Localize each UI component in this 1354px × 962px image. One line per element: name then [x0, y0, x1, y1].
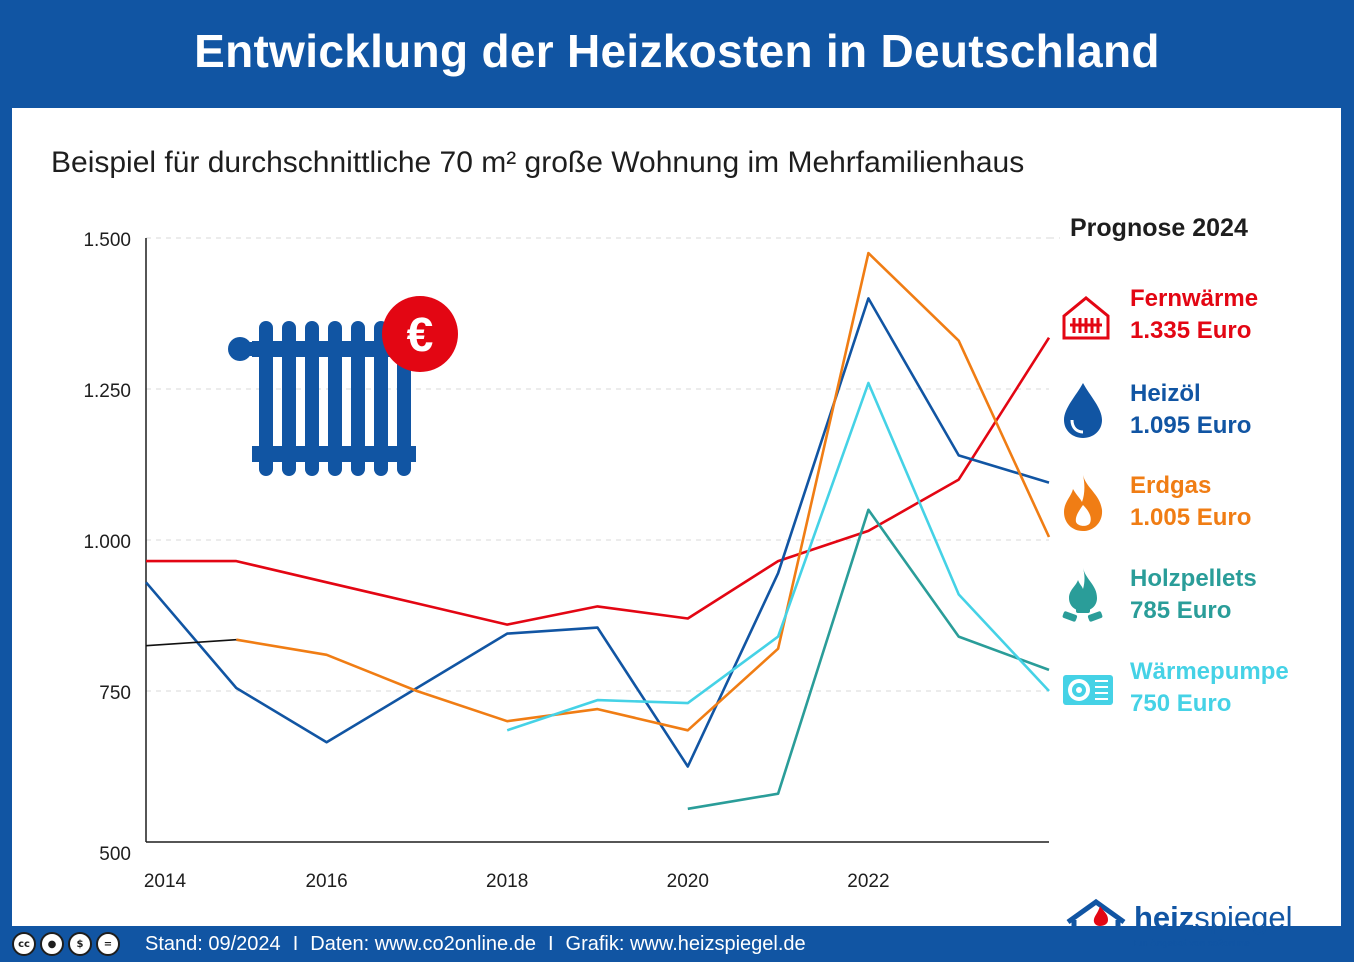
page-title: Entwicklung der Heizkosten in Deutschlan…	[194, 25, 1160, 77]
y-tick-label: 750	[99, 683, 131, 704]
legend-item-holzpellets: Holzpellets 785 Euro	[1130, 563, 1257, 627]
series-line-unlabeled	[145, 638, 237, 647]
license-icons[interactable]: cc ● $ =	[12, 932, 120, 956]
legend-item-erdgas: Erdgas 1.005 Euro	[1130, 470, 1251, 534]
x-tick-label: 2014	[144, 871, 187, 892]
footer-daten-link[interactable]: Daten: www.co2online.de	[310, 933, 536, 955]
brand-tagline: Ein Angebot von co2online	[1134, 938, 1250, 948]
tick-labels: 500 750 1.000 1.250 1.500 2014 2016 2018 2020 202…	[83, 230, 889, 892]
cc-icon: cc	[12, 932, 36, 956]
legend-item-value: 1.095 Euro	[1130, 412, 1252, 439]
axes	[145, 238, 1049, 843]
legend-item-waermepumpe: Wärmepumpe 750 Euro	[1130, 656, 1289, 720]
district-heating-icon	[1062, 296, 1110, 340]
heizspiegel-logo[interactable]: heizspiegel Ein Angebot von co2online	[1064, 896, 1314, 956]
legend-item-label: Wärmepumpe	[1130, 658, 1289, 685]
legend-item-label: Fernwärme	[1130, 285, 1259, 312]
chart-panel	[12, 108, 1341, 926]
oil-drop-icon	[1064, 383, 1102, 438]
x-tick-label: 2022	[847, 871, 889, 892]
euro-badge-icon: €	[382, 296, 458, 372]
euro-symbol: €	[407, 309, 434, 362]
nc-icon: $	[68, 932, 92, 956]
legend-item-heizoel: Heizöl 1.095 Euro	[1130, 378, 1251, 442]
footer-separator: I	[547, 933, 554, 955]
house-radiator-icon	[1066, 898, 1126, 953]
legend-item-value: 1.005 Euro	[1130, 504, 1252, 531]
legend-item-label: Holzpellets	[1130, 565, 1257, 592]
legend-item-fernwaerme: Fernwärme 1.335 Euro	[1130, 283, 1258, 347]
legend-item-value: 785 Euro	[1130, 597, 1232, 624]
footer-grafik-link[interactable]: Grafik: www.heizspiegel.de	[565, 933, 806, 955]
series-line-erdgas	[236, 251, 1051, 732]
x-tick-label: 2018	[486, 871, 528, 892]
footer-credits: Stand: 09/2024 I Daten: www.co2online.de I G…	[145, 933, 806, 956]
heat-pump-icon	[1063, 675, 1113, 705]
legend-item-label: Heizöl	[1130, 380, 1201, 407]
pellet-fire-icon	[1062, 568, 1103, 622]
chart-subtitle: Beispiel für durchschnittliche 70 m² gro…	[51, 146, 1025, 179]
footer-separator: I	[292, 933, 299, 955]
legend-item-label: Erdgas	[1130, 472, 1212, 499]
by-icon: ●	[40, 932, 64, 956]
footer-bar: cc ● $ = Stand: 09/2024 I Daten: www.co2on…	[0, 926, 1354, 962]
y-tick-label: 1.250	[83, 381, 131, 402]
y-tick-label: 500	[99, 844, 131, 865]
series-line-holzpellets	[687, 508, 1050, 811]
footer-stand: Stand: 09/2024	[145, 933, 281, 955]
x-tick-label: 2020	[667, 871, 709, 892]
x-tick-label: 2016	[305, 871, 347, 892]
brand-name: heizspiegel	[1134, 900, 1293, 935]
series-line-fernw-rme	[146, 337, 1051, 626]
y-tick-label: 1.500	[83, 230, 131, 251]
data-series	[145, 251, 1051, 811]
legend-item-value: 750 Euro	[1130, 690, 1232, 717]
series-line-w-rmepumpe	[506, 381, 1050, 732]
nd-icon: =	[96, 932, 120, 956]
gridlines	[146, 237, 1060, 692]
legend-title: Prognose 2024	[1070, 214, 1248, 242]
y-tick-label: 1.000	[83, 532, 131, 553]
legend-item-value: 1.335 Euro	[1130, 317, 1252, 344]
series-line-heiz-l	[145, 297, 1050, 768]
gas-flame-icon	[1064, 475, 1103, 531]
header-banner: Entwicklung der Heizkosten in Deutschlan…	[0, 0, 1354, 108]
